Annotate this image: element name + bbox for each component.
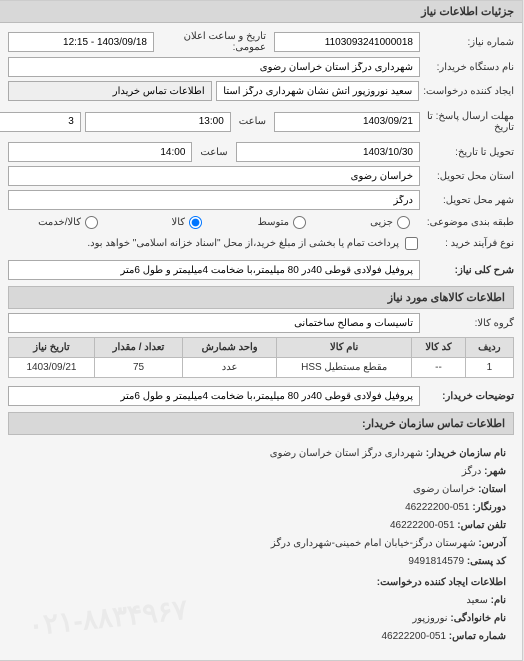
info-shahr: شهر: درگز: [17, 463, 507, 480]
tabaghe-label: طبقه بندی موضوعی:: [425, 217, 515, 228]
mohlat-label: مهلت ارسال پاسخ: تا تاریخ: [425, 111, 515, 133]
tarikh-elan-label: تاریخ و ساعت اعلان عمومی:: [163, 31, 267, 53]
etelaat-tamas-button[interactable]: [9, 81, 213, 101]
row-tozihate: توضیحات خریدار:: [9, 386, 515, 406]
dastgah-input[interactable]: [9, 57, 421, 77]
td-kod: --: [413, 358, 467, 378]
form-section: شماره نیاز: تاریخ و ساعت اعلان عمومی: نا…: [1, 23, 523, 660]
tozihate-label: توضیحات خریدار:: [425, 391, 515, 402]
shomare-niaz-input[interactable]: [275, 32, 421, 52]
td-tarikh: 1403/09/21: [10, 358, 96, 378]
radio-jozee-label[interactable]: جزیی: [321, 216, 411, 229]
radio-kala[interactable]: [190, 216, 203, 229]
info-ijad-section: اطلاعات ایجاد کننده درخواست:: [17, 574, 507, 591]
info-dornegar: دورنگار: 051-46222200: [17, 499, 507, 516]
th-tedad: تعداد / مقدار: [95, 338, 183, 358]
info-ostan: استان: خراسان رضوی: [17, 481, 507, 498]
kala-table: ردیف کد کالا نام کالا واحد شمارش تعداد /…: [9, 337, 515, 378]
ostan-tahvil-input[interactable]: [9, 166, 421, 186]
farayand-note: پرداخت تمام یا بخشی از مبلغ خرید،از محل …: [88, 238, 400, 249]
th-kod: کد کالا: [413, 338, 467, 358]
row-goroh: گروه کالا:: [9, 313, 515, 333]
tarikh-elan-input[interactable]: [9, 32, 155, 52]
shahr-tahvil-label: شهر محل تحویل:: [425, 195, 515, 206]
mohlat-saat-input[interactable]: [86, 112, 232, 132]
table-row: 1 -- مقطع مستطیل HSS عدد 75 1403/09/21: [10, 358, 515, 378]
farayand-checkbox[interactable]: [406, 237, 419, 250]
radio-kala-label[interactable]: کالا: [113, 216, 203, 229]
row-tabaghe: طبقه بندی موضوعی: جزیی متوسط کالا کالا/خ…: [9, 214, 515, 231]
farayand-checkbox-row: پرداخت تمام یا بخشی از مبلغ خرید،از محل …: [88, 237, 419, 250]
goroh-input[interactable]: [9, 313, 421, 333]
radio-motevaset-label[interactable]: متوسط: [217, 216, 307, 229]
sharh-input[interactable]: [9, 260, 421, 280]
tozihate-input[interactable]: [9, 386, 421, 406]
main-panel: جزئیات اطلاعات نیاز شماره نیاز: تاریخ و …: [0, 0, 524, 661]
info-nam: نام: سعید: [17, 592, 507, 609]
shahr-tahvil-input[interactable]: [9, 190, 421, 210]
ijad-konande-input[interactable]: [217, 81, 421, 101]
row-shomare-niaz: شماره نیاز: تاریخ و ساعت اعلان عمومی:: [9, 31, 515, 53]
kala-section-title: اطلاعات کالاهای مورد نیاز: [9, 286, 515, 309]
table-header-row: ردیف کد کالا نام کالا واحد شمارش تعداد /…: [10, 338, 515, 358]
info-block: ۰۲۱-۸۸۳۴۹۶۷ نام سازمان خریدار: شهرداری د…: [9, 439, 515, 652]
info-telefon: تلفن تماس: 051-46222200: [17, 517, 507, 534]
th-vahed: واحد شمارش: [184, 338, 278, 358]
td-nam: مقطع مستطیل HSS: [278, 358, 413, 378]
tahvil-saat-input[interactable]: [9, 142, 193, 162]
rooz-input[interactable]: [0, 112, 82, 132]
info-address: آدرس: شهرستان درگز-خیابان امام خمینی-شهر…: [17, 535, 507, 552]
info-kodposti: کد پستی: 9491814579: [17, 553, 507, 570]
dastgah-label: نام دستگاه خریدار:: [425, 62, 515, 73]
sharh-label: شرح کلی نیاز:: [425, 265, 515, 276]
ijad-konande-label: ایجاد کننده درخواست:: [424, 86, 515, 97]
ostan-tahvil-label: استان محل تحویل:: [425, 171, 515, 182]
td-vahed: عدد: [184, 358, 278, 378]
radio-jozee[interactable]: [398, 216, 411, 229]
radio-khadamat[interactable]: [86, 216, 99, 229]
th-radif: ردیف: [466, 338, 514, 358]
row-shahr-tahvil: شهر محل تحویل:: [9, 190, 515, 210]
row-mohlat: مهلت ارسال پاسخ: تا تاریخ ساعت روز و ساع…: [9, 105, 515, 138]
td-radif: 1: [466, 358, 514, 378]
radio-motevaset[interactable]: [294, 216, 307, 229]
info-sazman: نام سازمان خریدار: شهرداری درگز استان خر…: [17, 445, 507, 462]
td-tedad: 75: [95, 358, 183, 378]
row-ostan-tahvil: استان محل تحویل:: [9, 166, 515, 186]
farayand-label: نوع فرآیند خرید :: [425, 238, 515, 249]
tahvil-label: تحویل تا تاریخ:: [425, 147, 515, 158]
tahvil-date-input[interactable]: [237, 142, 421, 162]
row-dastgah: نام دستگاه خریدار:: [9, 57, 515, 77]
th-nam: نام کالا: [278, 338, 413, 358]
mohlat-date-input[interactable]: [275, 112, 421, 132]
row-farayand: نوع فرآیند خرید : پرداخت تمام یا بخشی از…: [9, 235, 515, 252]
shomare-niaz-label: شماره نیاز:: [425, 37, 515, 48]
goroh-label: گروه کالا:: [425, 318, 515, 329]
row-sharh: شرح کلی نیاز:: [9, 260, 515, 280]
info-khanevadegi: نام خانوادگی: نوروزپور: [17, 610, 507, 627]
row-ijad-konande: ایجاد کننده درخواست:: [9, 81, 515, 101]
row-tahvil: تحویل تا تاریخ: ساعت: [9, 142, 515, 162]
th-tarikh: تاریخ نیاز: [10, 338, 96, 358]
tab-header: جزئیات اطلاعات نیاز: [1, 1, 523, 23]
info-shomare-tamas: شماره تماس: 051-46222200: [17, 628, 507, 645]
tamas-section-title: اطلاعات تماس سازمان خریدار:: [9, 412, 515, 435]
saat-label-1: ساعت: [240, 116, 267, 127]
saat-label-2: ساعت: [201, 147, 228, 158]
radio-khadamat-label[interactable]: کالا/خدمت: [9, 216, 99, 229]
